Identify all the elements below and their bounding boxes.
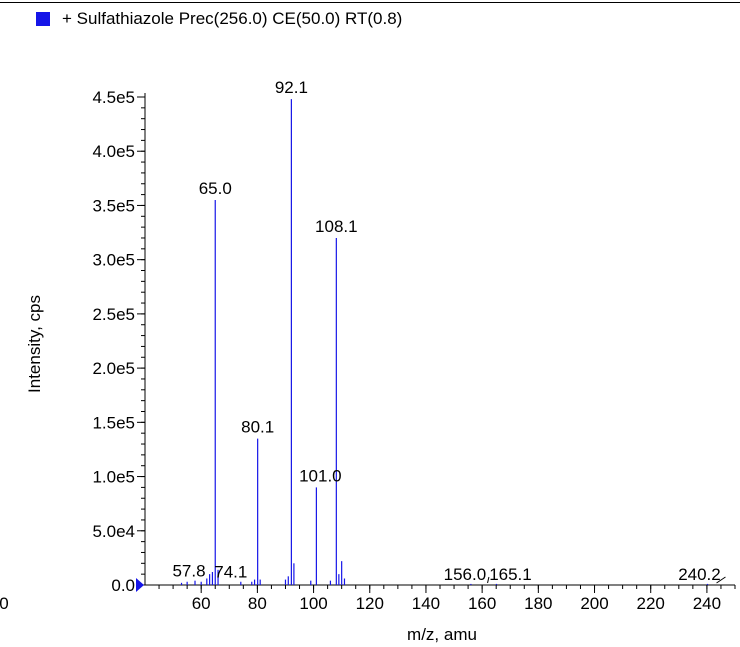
x-tick-label: 80: [248, 594, 267, 613]
y-tick-label: 2.5e5: [92, 305, 135, 324]
x-axis-title: m/z, amu: [407, 625, 477, 644]
peak-label: 57.8: [172, 562, 205, 581]
y-tick-label: 3.5e5: [92, 196, 135, 215]
x-tick-label: 240: [693, 594, 721, 613]
x-tick-label: 120: [356, 594, 384, 613]
peak-label: 240.2: [678, 565, 721, 584]
x-tick-label: 60: [192, 594, 211, 613]
y-tick-label: 2.0e5: [92, 359, 135, 378]
peak-label: 165.1: [489, 565, 532, 584]
y-tick-label: 4.5e5: [92, 88, 135, 107]
peak-label: 92.1: [275, 78, 308, 97]
x-tick-label: 140: [412, 594, 440, 613]
peak-label: 108.1: [315, 217, 358, 236]
x-tick-label: 220: [637, 594, 665, 613]
peak-label-leader: [487, 576, 490, 584]
y-axis-title: Intensity, cps: [25, 295, 44, 393]
y-tick-label: 1.0e5: [92, 468, 135, 487]
legend-label: + Sulfathiazole Prec(256.0) CE(50.0) RT(…: [62, 9, 403, 28]
y-tick-label: 5.0e4: [92, 522, 135, 541]
top-border: [0, 2, 740, 3]
x-axis-start-label: 0: [0, 594, 9, 613]
peak-label: 65.0: [199, 179, 232, 198]
y-tick-label: 4.0e5: [92, 142, 135, 161]
y-tick-label: 0.0: [111, 576, 135, 595]
x-tick-label: 180: [524, 594, 552, 613]
zero-marker-icon: [136, 578, 144, 592]
peak-label: 101.0: [299, 466, 342, 485]
peak-label: 80.1: [241, 418, 274, 437]
legend: + Sulfathiazole Prec(256.0) CE(50.0) RT(…: [36, 9, 402, 29]
x-tick-label: 200: [580, 594, 608, 613]
y-tick-label: 1.5e5: [92, 413, 135, 432]
x-tick-label: 160: [468, 594, 496, 613]
peak-label: 156.0: [444, 565, 487, 584]
peak-label: 74.1: [214, 563, 247, 582]
x-tick-label: 100: [299, 594, 327, 613]
y-tick-label: 3.0e5: [92, 251, 135, 270]
legend-swatch: [36, 12, 50, 26]
peak-label-leader: [716, 576, 726, 584]
